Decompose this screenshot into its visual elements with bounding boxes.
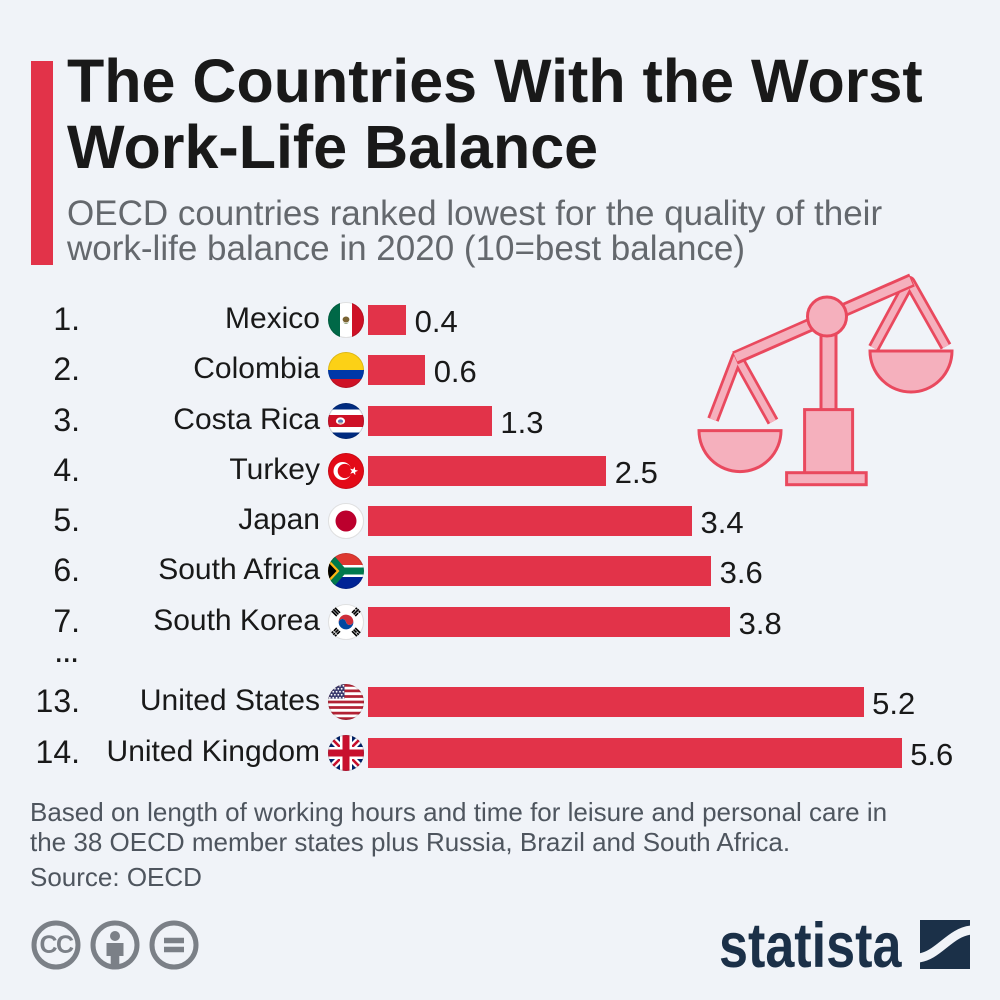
svg-text:CC: CC [39,931,74,959]
